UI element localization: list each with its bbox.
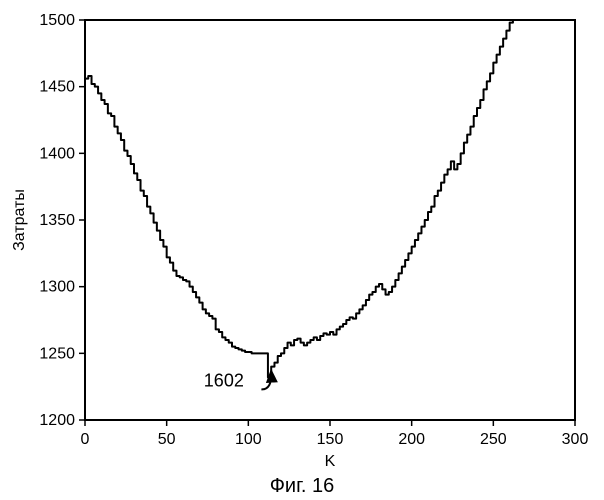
y-tick-label: 1350 bbox=[39, 212, 75, 229]
x-tick-label: 200 bbox=[398, 431, 425, 448]
y-tick-label: 1300 bbox=[39, 279, 75, 296]
x-tick-label: 300 bbox=[562, 431, 589, 448]
x-tick-label: 0 bbox=[81, 431, 90, 448]
x-tick-label: 150 bbox=[317, 431, 344, 448]
y-tick-label: 1200 bbox=[39, 412, 75, 429]
y-tick-label: 1400 bbox=[39, 145, 75, 162]
annotation-1602-arrow bbox=[261, 371, 271, 390]
x-tick-label: 50 bbox=[158, 431, 176, 448]
annotation-1602-label: 1602 bbox=[204, 371, 244, 391]
x-tick-label: 250 bbox=[480, 431, 507, 448]
cost-vs-k-chart: 0 50 100 150 200 250 300 1200 1250 1300 1350 1400 14… bbox=[0, 0, 604, 500]
cost-series-line bbox=[85, 7, 516, 378]
y-tick-label: 1250 bbox=[39, 345, 75, 362]
x-tick-label: 100 bbox=[235, 431, 262, 448]
figure-caption: Фиг. 16 bbox=[270, 475, 335, 497]
plot-border bbox=[85, 20, 575, 420]
y-axis-label: Затраты bbox=[11, 189, 28, 251]
x-axis-label: K bbox=[325, 453, 336, 470]
y-tick-label: 1500 bbox=[39, 12, 75, 29]
y-tick-label: 1450 bbox=[39, 79, 75, 96]
